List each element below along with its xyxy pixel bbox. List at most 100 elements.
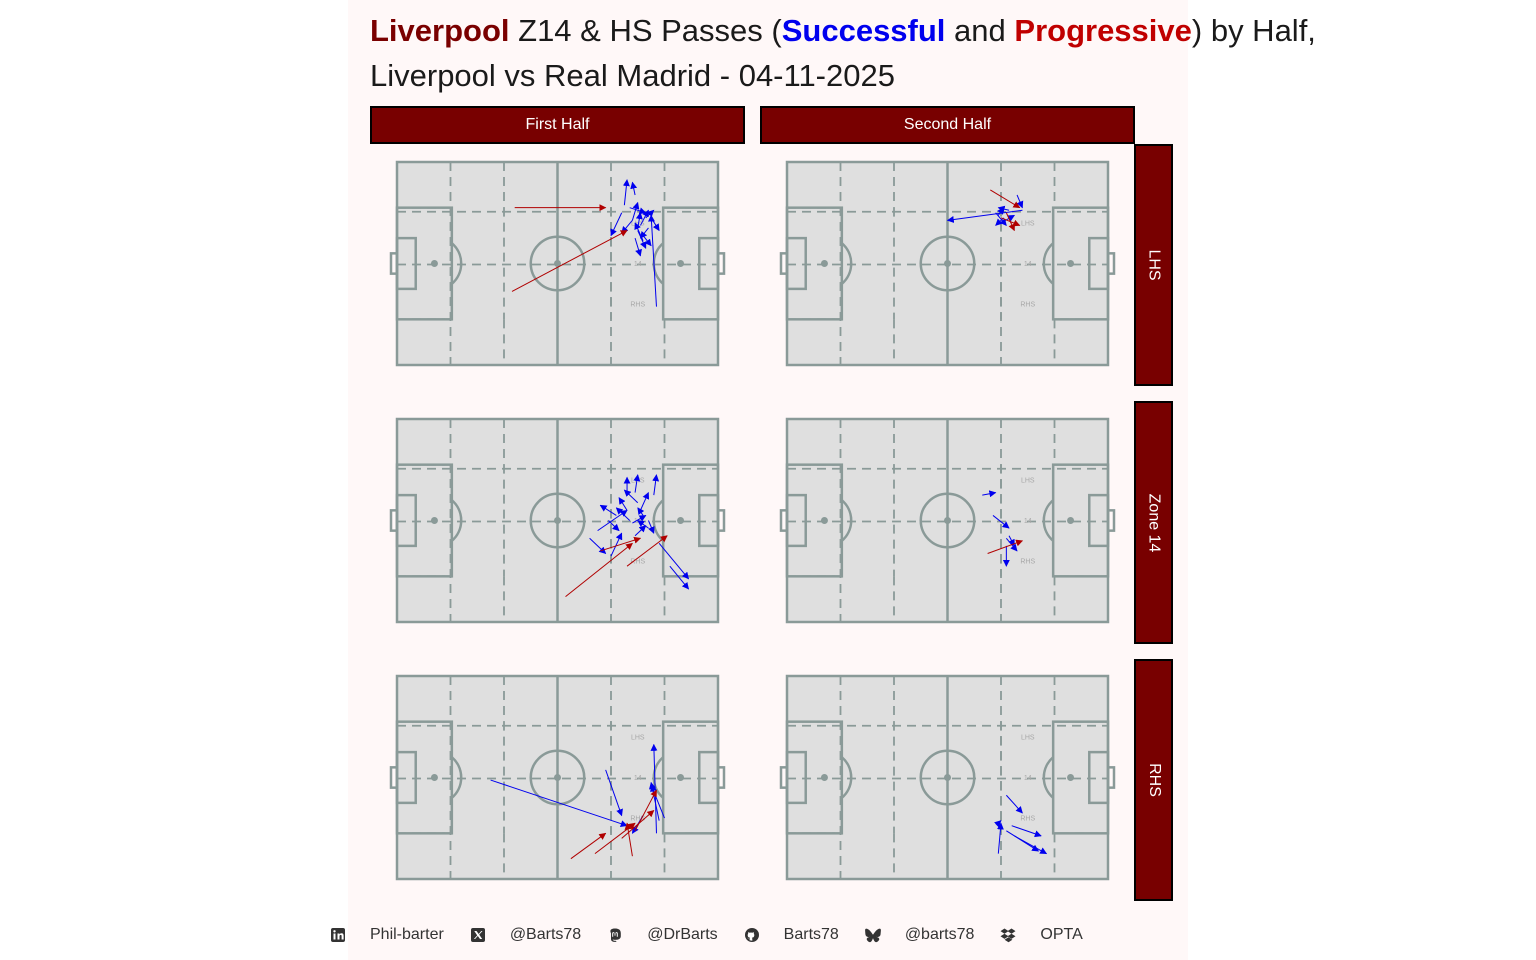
data-source: OPTA: [1040, 926, 1083, 943]
chart-subtitle: Liverpool vs Real Madrid - 04-11-2025: [370, 58, 895, 93]
successful-pass-arrow: [1016, 194, 1024, 209]
penalty-spot-left: [430, 774, 438, 781]
successful-pass-arrow: [1005, 794, 1023, 814]
mastodon-handle[interactable]: @DrBarts: [647, 926, 718, 943]
strip-zone14: Zone 14: [1134, 401, 1173, 644]
six-yard-box-left: [395, 236, 417, 291]
progressive-pass-arrow: [634, 789, 657, 832]
penalty-arc-right: [652, 756, 665, 799]
centre-spot: [944, 260, 951, 267]
chart-title: Liverpool Z14 & HS Passes (Successful an…: [370, 8, 1316, 98]
zone-label-lhs: LHS: [631, 477, 645, 484]
zone-label-rhs: RHS: [1020, 302, 1035, 309]
successful-pass-arrow: [631, 201, 640, 221]
six-yard-box-left: [785, 493, 807, 548]
pitch-rhs-first-half: LHS 14 RHS: [389, 674, 726, 881]
centre-circle: [919, 749, 976, 806]
successful-pass-arrow: [634, 525, 647, 537]
centre-circle: [919, 235, 976, 292]
progressive-pass-arrow: [511, 230, 628, 292]
title-part1: Z14 & HS Passes (: [509, 13, 782, 48]
penalty-arc-right: [1042, 499, 1055, 542]
title-successful: Successful: [781, 13, 946, 48]
six-yard-box-right: [698, 236, 720, 291]
six-yard-box-left: [395, 493, 417, 548]
successful-pass-arrow: [637, 520, 649, 529]
penalty-spot-left: [820, 260, 828, 267]
bluesky-handle[interactable]: @barts78: [904, 926, 975, 943]
zone-label-14: 14: [1024, 261, 1032, 268]
successful-pass-arrow: [618, 497, 628, 511]
strip-rhs: RHS: [1134, 659, 1173, 901]
strip-first-half: First Half: [370, 106, 745, 144]
successful-pass-arrow: [642, 235, 652, 247]
successful-pass-arrow: [996, 822, 1004, 854]
penalty-spot-right: [1067, 774, 1075, 781]
six-yard-box-right: [1088, 750, 1110, 805]
centre-circle: [529, 749, 586, 806]
zone-label-lhs: LHS: [1021, 477, 1035, 484]
zone-label-lhs: LHS: [631, 734, 645, 741]
penalty-arc-left: [840, 242, 853, 285]
penalty-spot-right: [1067, 260, 1075, 267]
centre-spot: [944, 774, 951, 781]
successful-pass-arrow: [639, 227, 649, 239]
strip-first-half-label: First Half: [525, 116, 590, 133]
zone-label-14: 14: [1024, 775, 1032, 782]
penalty-spot-right: [1067, 517, 1075, 524]
penalty-arc-right: [1042, 756, 1055, 799]
penalty-spot-right: [677, 260, 685, 267]
successful-pass-arrow: [1000, 214, 1015, 224]
successful-pass-arrow: [995, 217, 1005, 226]
linkedin-handle[interactable]: Phil-barter: [370, 926, 444, 943]
successful-pass-arrow: [647, 214, 657, 307]
centre-spot: [944, 517, 951, 524]
penalty-arc-left: [450, 756, 463, 799]
mastodon-icon[interactable]: [607, 927, 623, 943]
x-handle[interactable]: @Barts78: [509, 926, 582, 943]
successful-pass-arrow: [490, 779, 628, 828]
six-yard-box-left: [785, 236, 807, 291]
penalty-spot-right: [677, 517, 685, 524]
successful-pass-arrow: [946, 209, 1023, 223]
penalty-arc-left: [450, 242, 463, 285]
successful-pass-arrow: [623, 489, 639, 504]
github-handle[interactable]: Barts78: [783, 926, 839, 943]
penalty-arc-left: [450, 499, 463, 542]
dropbox-icon[interactable]: [1000, 927, 1016, 943]
zone-label-rhs: RHS: [630, 559, 645, 566]
bluesky-icon[interactable]: [864, 927, 881, 943]
penalty-arc-left: [840, 499, 853, 542]
x-icon[interactable]: [470, 927, 486, 943]
title-club: Liverpool: [370, 13, 510, 48]
successful-pass-arrow: [1011, 825, 1042, 838]
strip-second-half-label: Second Half: [903, 116, 992, 133]
successful-pass-arrow: [610, 212, 623, 237]
successful-pass-arrow: [647, 520, 655, 534]
six-yard-box-right: [1088, 493, 1110, 548]
zone-label-rhs: RHS: [630, 302, 645, 309]
successful-pass-arrow: [605, 769, 623, 817]
zone-label-lhs: LHS: [1021, 734, 1035, 741]
six-yard-box-right: [698, 750, 720, 805]
successful-pass-arrow: [633, 474, 641, 493]
progressive-pass-arrow: [600, 536, 642, 552]
successful-pass-arrow: [992, 515, 1010, 529]
zone-label-14: 14: [1024, 518, 1032, 525]
footer: Phil-barter @Barts78 @DrBarts Barts78 @b…: [330, 925, 1109, 945]
strip-lhs: LHS: [1134, 144, 1173, 386]
successful-pass-arrow: [645, 209, 655, 219]
progressive-pass-arrow: [621, 810, 655, 839]
github-icon[interactable]: [744, 927, 760, 943]
zone-label-rhs: RHS: [1020, 816, 1035, 823]
pitch-lhs-second-half: LHS 14 RHS: [779, 160, 1116, 367]
zone-label-14: 14: [634, 261, 642, 268]
six-yard-box-right: [698, 493, 720, 548]
penalty-arc-left: [840, 756, 853, 799]
successful-pass-arrow: [658, 543, 690, 580]
six-yard-box-right: [1088, 236, 1110, 291]
progressive-pass-arrow: [987, 539, 1024, 554]
linkedin-icon[interactable]: [330, 927, 346, 943]
